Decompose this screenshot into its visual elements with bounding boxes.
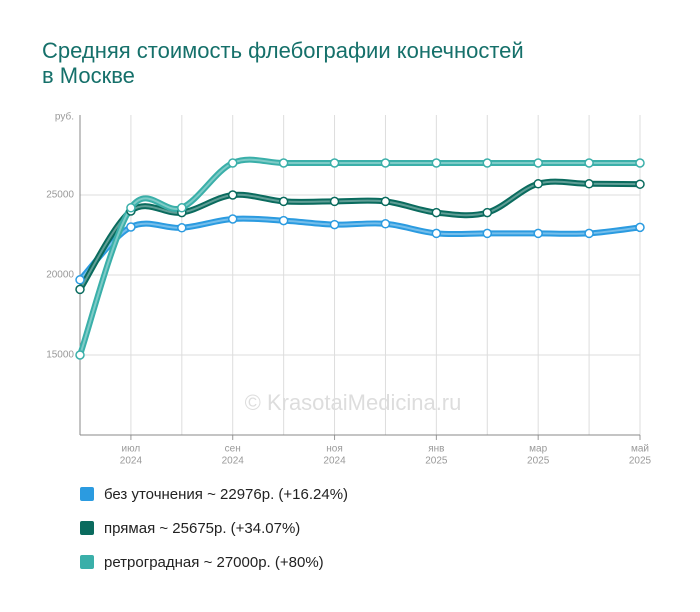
point: [278, 215, 289, 226]
x-tick-label: сен: [225, 444, 241, 455]
point: [482, 228, 493, 239]
series-line-highlight: [79, 158, 640, 356]
legend-swatch: [80, 521, 94, 535]
x-tick-label: ноя: [326, 444, 343, 455]
x-tick-label: 2025: [629, 456, 652, 467]
x-tick-label: 2024: [222, 456, 245, 467]
point: [75, 284, 85, 295]
point: [380, 158, 391, 168]
series-line: [77, 215, 641, 282]
x-tick-label: 2025: [425, 456, 448, 467]
point: [431, 158, 442, 168]
legend-label: без уточнения ~ 22976р. (+16.24%): [104, 486, 348, 503]
point: [533, 158, 543, 168]
point: [329, 219, 340, 230]
x-tick-label: 2024: [120, 456, 143, 467]
y-unit: руб.: [55, 111, 74, 123]
x-tick-label: 2025: [527, 456, 550, 467]
point: [380, 219, 391, 229]
point: [75, 350, 85, 360]
point: [278, 196, 289, 207]
point: [584, 228, 594, 239]
point: [482, 207, 493, 218]
point: [177, 223, 187, 233]
point: [177, 203, 187, 213]
point: [635, 158, 645, 168]
x-tick-label: янв: [428, 444, 444, 455]
y-tick-label: 25000: [46, 190, 74, 201]
y-tick-label: 20000: [46, 270, 74, 281]
point: [227, 158, 238, 168]
point: [75, 275, 85, 285]
point: [329, 196, 340, 207]
series-line: [77, 156, 640, 356]
point: [635, 222, 645, 233]
point: [278, 158, 289, 168]
point: [227, 190, 238, 200]
legend-swatch: [80, 487, 94, 501]
chart-title: Средняя стоимость флебографии конечносте…: [42, 38, 524, 63]
x-tick-label: мар: [529, 444, 547, 455]
point: [431, 207, 442, 218]
x-tick-label: июл: [122, 444, 141, 455]
point: [126, 203, 136, 213]
point: [533, 228, 543, 239]
point: [533, 179, 543, 189]
watermark: © KrasotaiMedicina.ru: [245, 390, 462, 415]
y-tick-label: 15000: [46, 350, 74, 361]
point: [584, 179, 594, 189]
point: [482, 158, 493, 168]
legend-label: прямая ~ 25675р. (+34.07%): [104, 520, 300, 537]
point: [380, 196, 391, 207]
point: [431, 228, 442, 239]
legend-label: ретроградная ~ 27000р. (+80%): [104, 554, 324, 571]
x-tick-label: май: [631, 444, 649, 455]
legend-swatch: [80, 555, 94, 569]
point: [126, 222, 136, 232]
point: [584, 158, 594, 168]
point: [635, 179, 645, 189]
chart-title: в Москве: [42, 63, 135, 88]
point: [329, 158, 340, 168]
point: [227, 214, 238, 224]
x-tick-label: 2024: [323, 456, 346, 467]
